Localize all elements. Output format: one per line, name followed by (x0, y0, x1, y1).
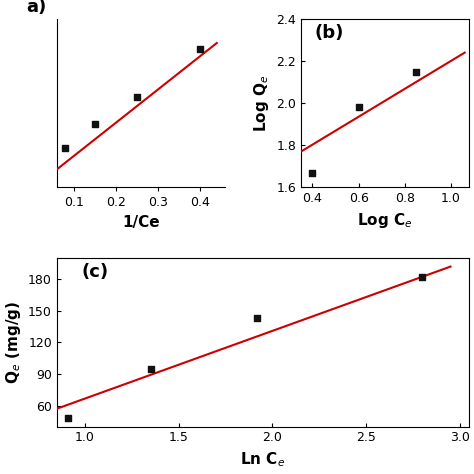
Point (64, 414, 72, 422)
X-axis label: 1/Ce: 1/Ce (122, 215, 160, 230)
Point (355, 104, 363, 111)
Point (147, 365, 155, 373)
Point (133, 93, 141, 101)
X-axis label: Log C$_e$: Log C$_e$ (357, 211, 413, 230)
Point (254, 314, 261, 322)
Text: (c): (c) (82, 263, 109, 281)
Point (91, 120, 99, 128)
Point (309, 169, 316, 176)
Text: a): a) (27, 0, 47, 16)
Y-axis label: Q$_e$ (mg/g): Q$_e$ (mg/g) (4, 301, 23, 384)
X-axis label: Ln C$_e$: Ln C$_e$ (240, 450, 286, 469)
Y-axis label: Log Q$_e$: Log Q$_e$ (252, 74, 271, 132)
Point (196, 45, 204, 53)
Text: (b): (b) (314, 24, 344, 42)
Point (62, 145, 69, 152)
Point (412, 68, 420, 75)
Point (419, 273, 426, 281)
